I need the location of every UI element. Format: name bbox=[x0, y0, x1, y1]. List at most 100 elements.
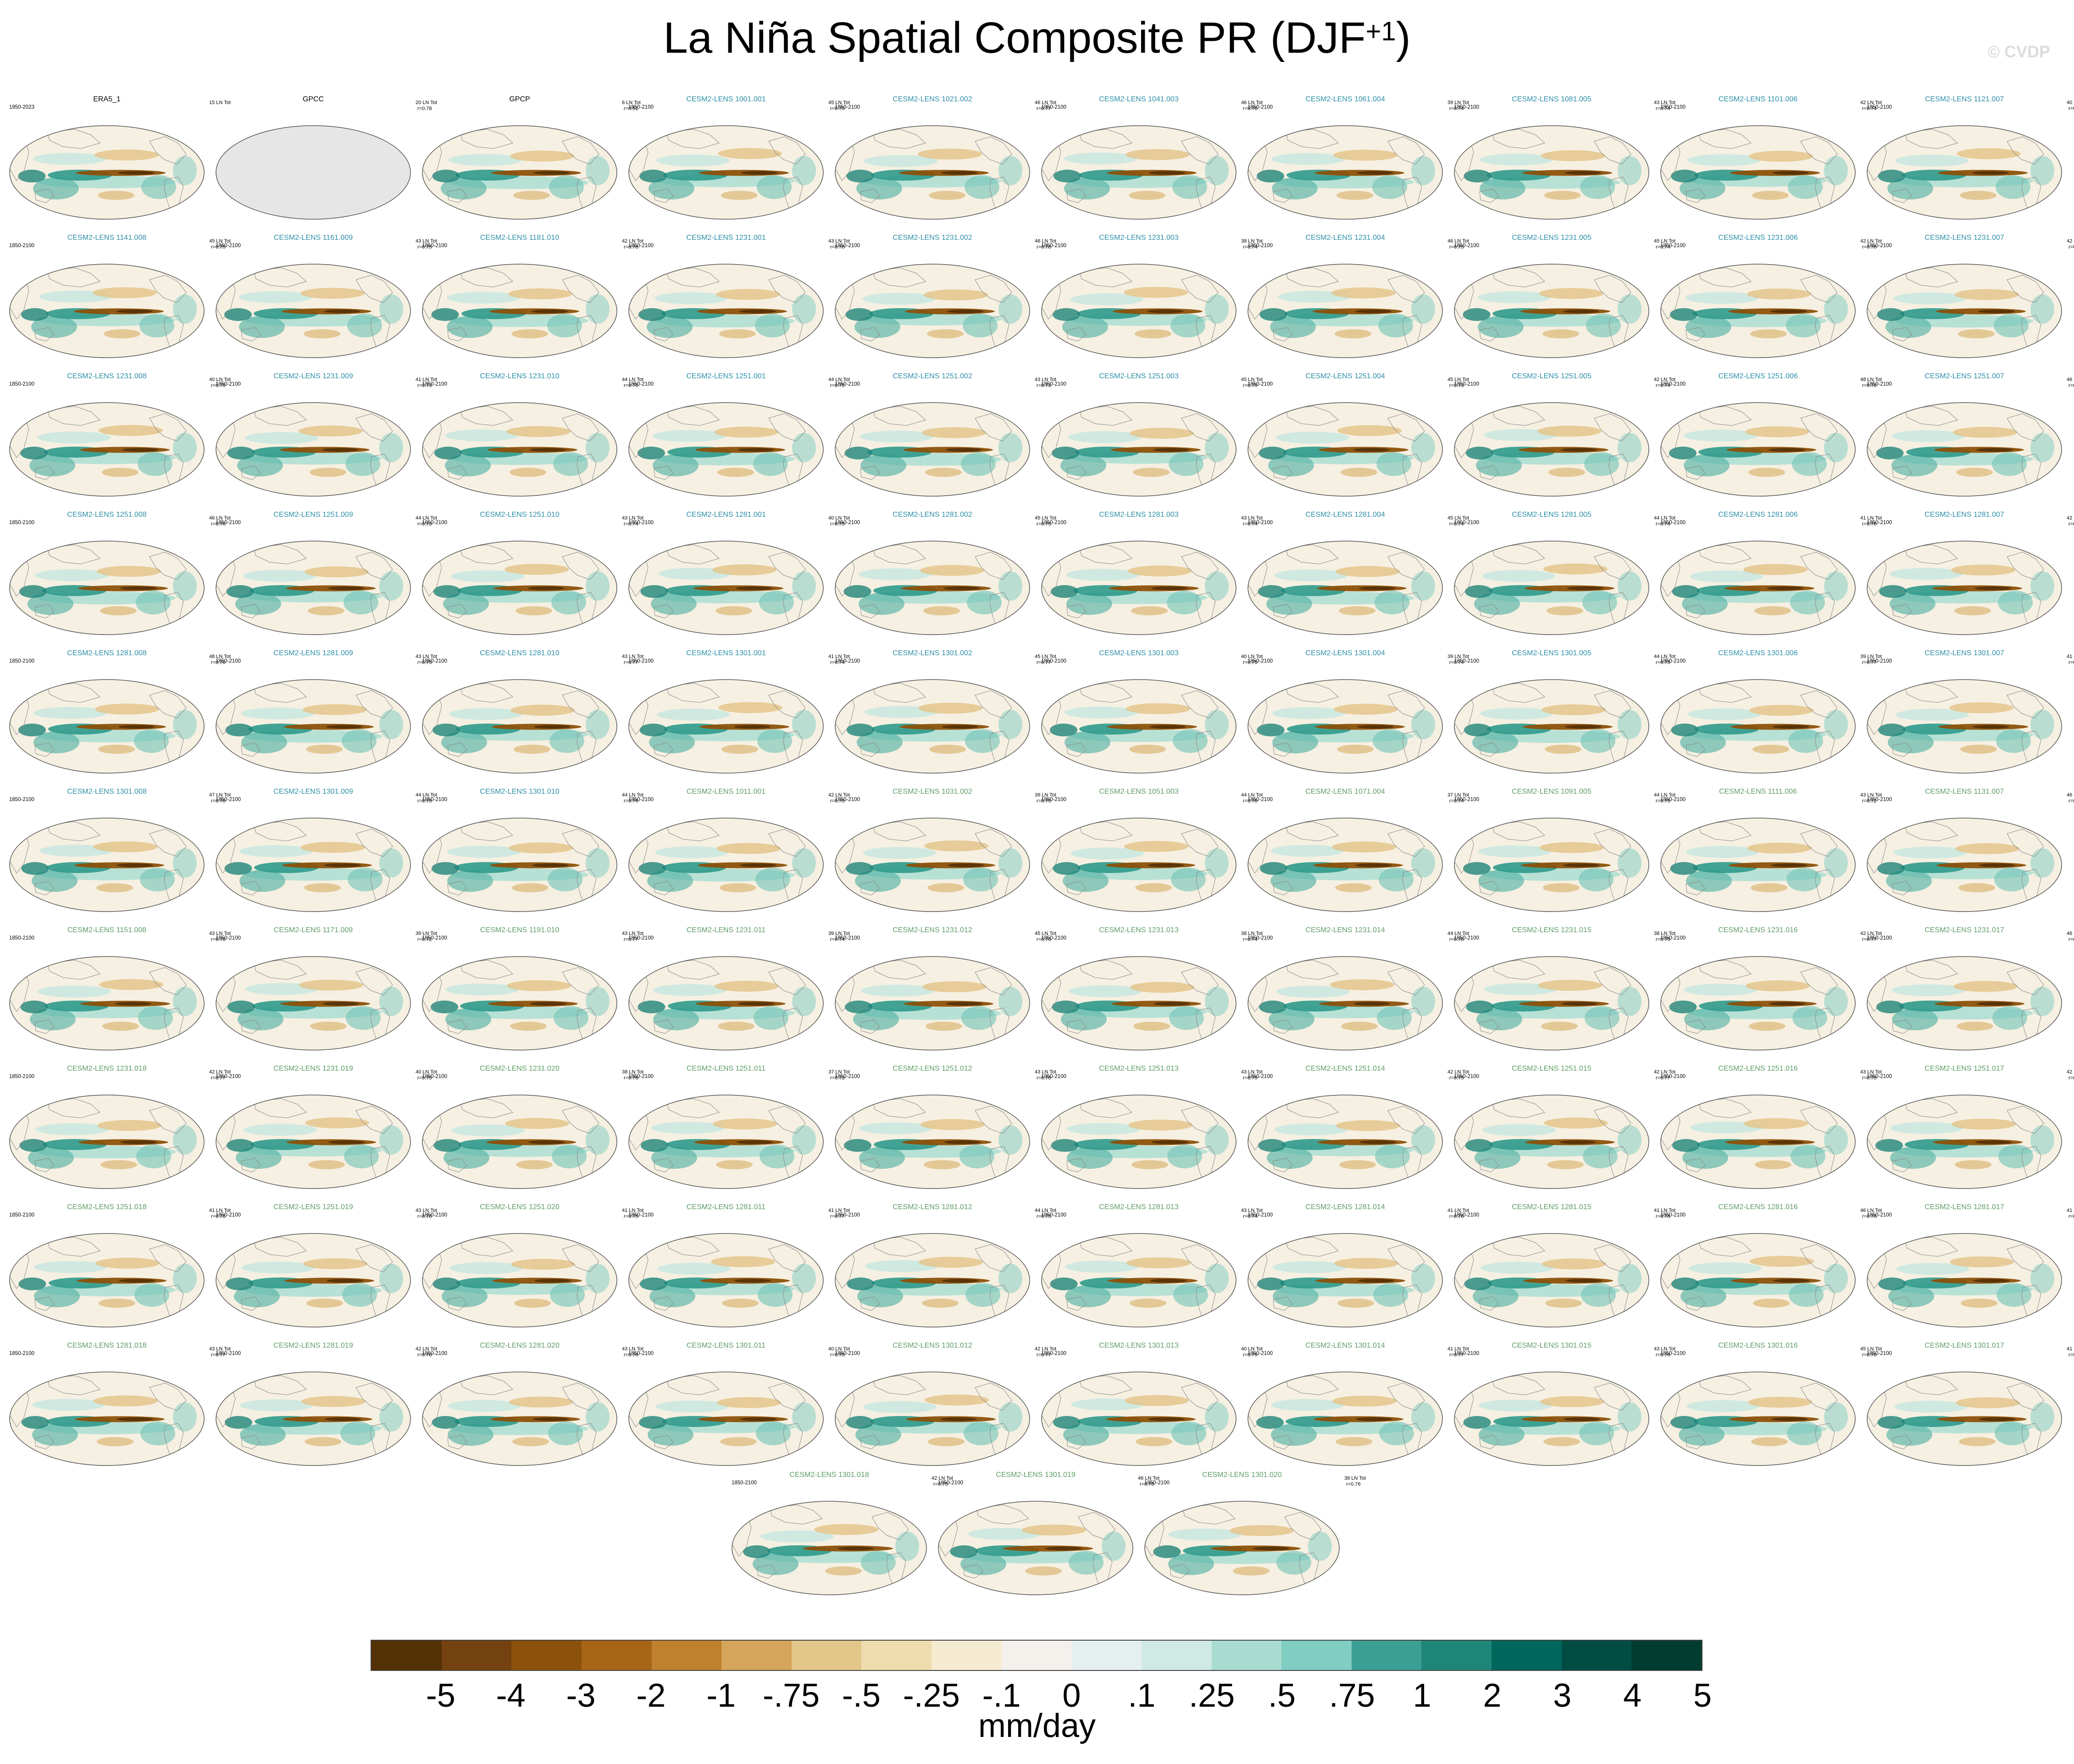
panel-title: CESM2-LENS 1251.010 bbox=[480, 511, 560, 519]
panel-pattern-correlation: r=0.75 bbox=[1449, 1075, 1464, 1081]
panel-period: 1850-2100 bbox=[422, 1351, 447, 1356]
map-panel: CESM2-LENS 1301.010 1850-2100 44 LN Tot r=0… bbox=[416, 782, 643, 920]
panel-pattern-correlation: r=0.77 bbox=[211, 1352, 226, 1358]
panel-pattern-correlation: r=0.73 bbox=[417, 383, 432, 388]
map-svg bbox=[9, 125, 205, 220]
map-svg bbox=[216, 541, 411, 635]
panel-pattern-correlation: r=0.75 bbox=[1243, 383, 1258, 388]
map-svg bbox=[835, 1095, 1030, 1189]
map-svg bbox=[9, 402, 205, 497]
panel-event-count: 45 LN Tot bbox=[1035, 931, 1056, 936]
panel-title: CESM2-LENS 1251.012 bbox=[893, 1065, 972, 1073]
map-panel: CESM2-LENS 1281.006 1850-2100 41 LN Tot r=0… bbox=[1655, 505, 1882, 643]
map-svg bbox=[216, 818, 411, 912]
panel-pattern-correlation: r=0.76 bbox=[1449, 937, 1464, 942]
panel-pattern-correlation: r=0.76 bbox=[1346, 1482, 1361, 1487]
panel-pattern-correlation: r=0.76 bbox=[1243, 106, 1258, 111]
panel-period: 1850-2100 bbox=[1454, 105, 1479, 110]
panel-pattern-correlation: r=0.74 bbox=[1656, 244, 1670, 250]
map-field bbox=[216, 403, 410, 496]
map-field bbox=[835, 541, 1030, 635]
map-panel: CESM2-LENS 1231.019 1850-2100 40 LN Tot r=0… bbox=[210, 1059, 437, 1197]
panel-event-count: 39 LN Tot bbox=[416, 931, 437, 936]
map-svg bbox=[1041, 125, 1237, 220]
map-field bbox=[1454, 1095, 1649, 1189]
panel-event-count: 39 LN Tot bbox=[1447, 100, 1469, 105]
map-outline bbox=[216, 264, 411, 358]
panel-pattern-correlation: r=0.74 bbox=[830, 937, 845, 942]
map-field bbox=[1661, 403, 1855, 496]
map-outline bbox=[216, 1371, 411, 1466]
panel-title: CESM2-LENS 1161.009 bbox=[273, 234, 353, 242]
map-outline bbox=[1867, 1371, 2062, 1466]
panel-title: CESM2-LENS 1231.010 bbox=[480, 372, 560, 380]
map-outline bbox=[1454, 956, 1649, 1051]
panel-title: CESM2-LENS 1231.018 bbox=[67, 1065, 147, 1073]
panel-title: CESM2-LENS 1251.017 bbox=[1924, 1065, 2004, 1073]
panel-pattern-correlation: r=0.76 bbox=[211, 521, 226, 527]
panel-event-count: 46 LN Tot bbox=[1241, 100, 1263, 105]
map-svg bbox=[628, 541, 824, 635]
panel-title: CESM2-LENS 1001.001 bbox=[686, 95, 766, 103]
map-svg bbox=[732, 1501, 927, 1595]
panel-event-count: 42 LN Tot bbox=[622, 238, 643, 244]
colorbar-tick-label: -.25 bbox=[903, 1677, 960, 1714]
panel-title: CESM2-LENS 1281.002 bbox=[893, 511, 972, 519]
panel-event-count: 42 LN Tot bbox=[1654, 1069, 1675, 1075]
panel-event-count: 43 LN Tot bbox=[1241, 1208, 1263, 1213]
map-field bbox=[835, 1095, 1030, 1189]
panel-title: CESM2-LENS 1231.008 bbox=[67, 372, 147, 380]
map-panel: CESM2-LENS 1251.003 1850-2100 45 LN Tot r=0… bbox=[1036, 367, 1263, 504]
map-panel: CESM2-LENS 1231.001 1850-2100 43 LN Tot r=0… bbox=[623, 228, 850, 366]
map-field bbox=[10, 541, 204, 635]
map-field bbox=[1248, 818, 1442, 912]
panel-period: 1850-2100 bbox=[9, 1212, 34, 1218]
map-field bbox=[629, 1095, 823, 1189]
map-field bbox=[422, 264, 617, 358]
map-outline bbox=[1454, 541, 1649, 635]
map-outline bbox=[216, 818, 411, 912]
panel-event-count: 41 LN Tot bbox=[2067, 654, 2074, 659]
map-svg bbox=[9, 1371, 205, 1466]
map-outline bbox=[628, 541, 824, 635]
panel-event-count: 46 LN Tot bbox=[1860, 1208, 1882, 1213]
panel-title: CESM2-LENS 1231.013 bbox=[1099, 926, 1179, 934]
map-field bbox=[1661, 541, 1855, 635]
map-panel: CESM2-LENS 1001.001 1850-2100 45 LN Tot r=0… bbox=[623, 90, 850, 227]
panel-period: 1850-2100 bbox=[835, 520, 860, 525]
panel-title: CESM2-LENS 1231.009 bbox=[273, 372, 353, 380]
panel-event-count: 15 LN Tot bbox=[209, 100, 231, 105]
map-outline bbox=[1041, 402, 1237, 497]
map-field bbox=[835, 957, 1030, 1050]
panel-event-count: 46 LN Tot bbox=[2067, 931, 2074, 936]
map-svg bbox=[1248, 541, 1443, 635]
map-svg bbox=[1660, 1233, 1856, 1327]
map-outline bbox=[628, 818, 824, 912]
map-field bbox=[1042, 403, 1236, 496]
panel-pattern-correlation: r=0.76 bbox=[1140, 1482, 1154, 1487]
panel-period: 1850-2100 bbox=[9, 1351, 34, 1356]
panel-event-count: 44 LN Tot bbox=[1447, 931, 1469, 936]
panel-title: CESM2-LENS 1281.001 bbox=[686, 511, 766, 519]
map-outline bbox=[1454, 1095, 1649, 1189]
map-panel: CESM2-LENS 1051.003 1850-2100 44 LN Tot r=0… bbox=[1036, 782, 1263, 920]
panel-period: 1850-2100 bbox=[422, 382, 447, 387]
panel-title: CESM2-LENS 1231.015 bbox=[1512, 926, 1592, 934]
panel-title: CESM2-LENS 1301.017 bbox=[1924, 1342, 2004, 1349]
panel-pattern-correlation: r=0.75 bbox=[417, 660, 432, 665]
map-svg bbox=[1248, 1371, 1443, 1466]
map-field bbox=[422, 1372, 617, 1465]
map-svg bbox=[835, 679, 1030, 774]
panel-title: CESM2-LENS 1231.012 bbox=[893, 926, 972, 934]
map-panel: CESM2-LENS 1231.010 1850-2100 44 LN Tot r=0… bbox=[416, 367, 643, 504]
map-panel: CESM2-LENS 1191.010 1850-2100 43 LN Tot r=0… bbox=[416, 921, 643, 1058]
panel-pattern-correlation: r=0.76 bbox=[624, 798, 638, 804]
map-outline bbox=[1248, 956, 1443, 1051]
map-panel: CESM2-LENS 1251.018 1850-2100 41 LN Tot r=0… bbox=[4, 1198, 231, 1335]
watermark: © CVDP bbox=[1987, 42, 2050, 61]
map-outline bbox=[216, 1095, 411, 1189]
panel-period: 1850-2100 bbox=[1041, 105, 1066, 110]
panel-title: CESM2-LENS 1281.014 bbox=[1305, 1203, 1385, 1211]
panel-period: 1850-2100 bbox=[216, 797, 241, 802]
